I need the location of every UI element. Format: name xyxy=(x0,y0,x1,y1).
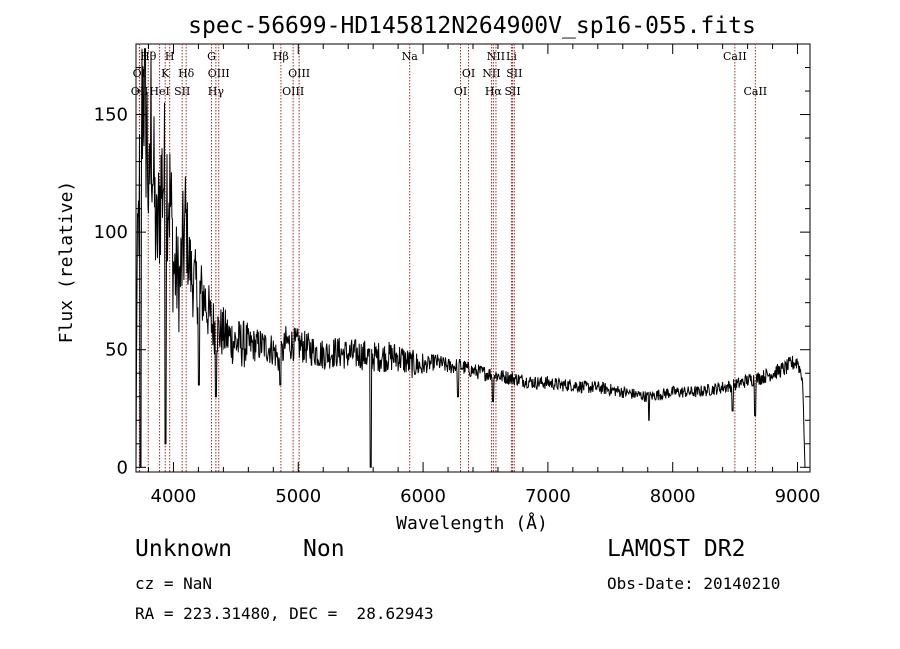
redshift-cz: cz = NaN xyxy=(135,574,213,593)
chart-title: spec-56699-HD145812N264900V_sp16-055.fit… xyxy=(188,13,756,39)
line-label-6: SII xyxy=(174,85,190,98)
line-label-18: Li xyxy=(506,50,517,63)
line-label-20: SII xyxy=(506,67,522,80)
axis-ticks xyxy=(136,44,810,472)
line-label-24: CaII xyxy=(743,85,767,98)
y-tick-label: 150 xyxy=(94,105,128,126)
line-label-12: OIII xyxy=(288,67,310,80)
object-class: Non xyxy=(303,536,345,562)
line-label-9: OIII xyxy=(208,67,230,80)
flux-series-line xyxy=(135,48,806,468)
x-tick-label: 8000 xyxy=(650,486,696,507)
line-label-7: Hδ xyxy=(178,67,195,80)
line-label-22: SII xyxy=(504,85,520,98)
line-label-0: Hθ xyxy=(140,50,157,63)
y-tick-labels: 0 50 100 150 xyxy=(94,105,128,479)
line-label-15: OI xyxy=(462,67,475,80)
coordinates: RA = 223.31480, DEC = 28.62943 xyxy=(135,604,434,623)
line-label-14: Na xyxy=(402,50,419,63)
line-label-19: NII xyxy=(482,67,500,80)
line-label-16: OI xyxy=(454,85,467,98)
line-label-10: Hγ xyxy=(208,85,225,98)
x-tick-labels: 4000 5000 6000 7000 8000 9000 xyxy=(151,486,821,507)
x-tick-label: 5000 xyxy=(275,486,321,507)
y-axis-label: Flux (relative) xyxy=(56,181,77,344)
observation-date: Obs-Date: 20140210 xyxy=(607,574,781,593)
object-name: Unknown xyxy=(135,536,232,562)
line-label-13: OIII xyxy=(282,85,304,98)
survey-label: LAMOST DR2 xyxy=(607,536,746,562)
x-tick-label: 4000 xyxy=(151,486,197,507)
x-axis-label: Wavelength (Å) xyxy=(396,512,548,534)
line-label-3: H xyxy=(165,50,175,63)
y-tick-label: 50 xyxy=(105,340,128,361)
y-tick-label: 100 xyxy=(94,222,128,243)
plot-frame xyxy=(135,43,811,473)
line-label-21: Hα xyxy=(485,85,503,98)
y-tick-label: 0 xyxy=(117,457,128,478)
line-label-17: NII xyxy=(487,50,505,63)
line-label-4: K xyxy=(161,67,170,80)
x-tick-label: 6000 xyxy=(400,486,446,507)
line-label-5: HeI xyxy=(149,85,169,98)
line-label-11: Hβ xyxy=(273,50,289,63)
x-tick-label: 7000 xyxy=(525,486,571,507)
line-label-8: G xyxy=(207,50,216,63)
x-tick-label: 9000 xyxy=(775,486,821,507)
line-label-23: CaII xyxy=(723,50,747,63)
